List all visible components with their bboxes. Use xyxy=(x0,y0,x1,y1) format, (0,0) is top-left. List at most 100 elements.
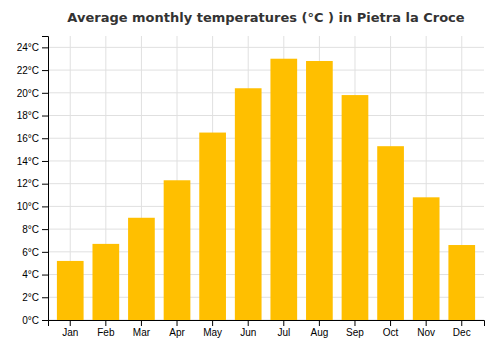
bar xyxy=(270,59,297,320)
tick: 12°C xyxy=(17,178,48,189)
tick-label: 8°C xyxy=(22,224,39,235)
tick: Mar xyxy=(133,320,151,338)
tick: May xyxy=(203,320,222,338)
tick-label: 12°C xyxy=(17,178,39,189)
bar xyxy=(199,133,226,320)
bar xyxy=(235,88,262,320)
tick-mark xyxy=(42,320,48,321)
tick-mark xyxy=(70,320,71,326)
tick-mark xyxy=(354,320,355,326)
tick: 24°C xyxy=(17,42,48,53)
bars xyxy=(57,59,475,320)
tick-mark xyxy=(319,320,320,326)
tick-label: Sep xyxy=(346,327,364,338)
tick-label: Feb xyxy=(97,327,115,338)
tick-label: 24°C xyxy=(17,42,39,53)
plot: 0°C 2°C 4°C 6°C 8°C 10°C 12°C 14°C 16°C 18°C 20°C 2… xyxy=(17,36,485,338)
tick-mark xyxy=(248,320,249,326)
tick-mark xyxy=(390,320,391,326)
tick-mark xyxy=(461,320,462,326)
tick-label: Mar xyxy=(133,327,151,338)
tick: Oct xyxy=(383,320,399,338)
tick-mark xyxy=(42,138,48,139)
tick: 2°C xyxy=(22,292,48,303)
tick-label: 0°C xyxy=(22,315,39,326)
tick-mark xyxy=(42,275,48,276)
grid xyxy=(48,36,484,320)
bar xyxy=(342,95,369,320)
tick: Nov xyxy=(417,320,435,338)
tick-label: 2°C xyxy=(22,292,39,303)
tick-label: 18°C xyxy=(17,110,39,121)
chart: 0°C 2°C 4°C 6°C 8°C 10°C 12°C 14°C 16°C 18°C 20°C 2… xyxy=(0,0,500,350)
bar xyxy=(164,180,191,320)
tick: 20°C xyxy=(17,88,48,99)
tick: 22°C xyxy=(17,65,48,76)
tick-label: Oct xyxy=(383,327,399,338)
tick-label: May xyxy=(203,327,222,338)
tick: 6°C xyxy=(22,247,48,258)
grid-line xyxy=(48,70,484,71)
tick: 16°C xyxy=(17,133,48,144)
grid-line xyxy=(48,138,484,139)
tick-label: 10°C xyxy=(17,201,39,212)
x-axis: Jan Feb Mar Apr May Jun Jul Aug Sep Oct Nov Dec xyxy=(49,320,485,338)
tick: Feb xyxy=(97,320,115,338)
tick-mark xyxy=(42,206,48,207)
tick: 14°C xyxy=(17,156,48,167)
tick: 0°C xyxy=(22,315,48,326)
tick: Jun xyxy=(240,320,256,338)
bar xyxy=(413,197,440,320)
tick-label: 16°C xyxy=(17,133,39,144)
tick: 10°C xyxy=(17,201,48,212)
tick: 8°C xyxy=(22,224,48,235)
bar xyxy=(128,218,155,320)
bar xyxy=(377,146,404,320)
grid-line xyxy=(48,115,484,116)
axis-line xyxy=(49,321,485,327)
bar xyxy=(306,61,333,320)
tick: Apr xyxy=(169,320,185,338)
tick: Sep xyxy=(346,320,364,338)
tick: 18°C xyxy=(17,110,48,121)
bar xyxy=(92,244,119,320)
tick-mark xyxy=(42,252,48,253)
tick-mark xyxy=(42,184,48,185)
tick-mark xyxy=(141,320,142,326)
grid-line xyxy=(48,160,484,161)
grid-line xyxy=(48,92,484,93)
tick-label: 4°C xyxy=(22,269,39,280)
tick-mark xyxy=(283,320,284,326)
tick: Dec xyxy=(453,320,471,338)
tick-mark xyxy=(105,320,106,326)
tick-label: Dec xyxy=(453,327,471,338)
tick: 4°C xyxy=(22,269,48,280)
tick-label: 6°C xyxy=(22,247,39,258)
tick-label: Apr xyxy=(169,327,185,338)
tick-mark xyxy=(42,93,48,94)
tick-mark xyxy=(42,47,48,48)
grid-line xyxy=(48,47,484,48)
tick-label: Jan xyxy=(62,327,78,338)
tick-mark xyxy=(212,320,213,326)
tick: Jan xyxy=(62,320,78,338)
axis-line xyxy=(42,37,49,321)
tick-mark xyxy=(42,161,48,162)
y-axis: 0°C 2°C 4°C 6°C 8°C 10°C 12°C 14°C 16°C 18°C 20°C 2… xyxy=(17,37,49,326)
tick-label: 22°C xyxy=(17,65,39,76)
tick-label: Jul xyxy=(277,327,290,338)
grid-line xyxy=(48,183,484,184)
title: Average monthly temperatures (°C ) in Pi… xyxy=(67,10,465,25)
tick-mark xyxy=(42,297,48,298)
tick-mark xyxy=(42,70,48,71)
tick-mark xyxy=(426,320,427,326)
tick-label: Aug xyxy=(310,327,328,338)
bar xyxy=(448,245,475,320)
tick-label: Jun xyxy=(240,327,256,338)
tick-mark xyxy=(177,320,178,326)
tick: Aug xyxy=(310,320,328,338)
tick-mark xyxy=(42,116,48,117)
tick: Jul xyxy=(277,320,290,338)
tick-mark xyxy=(42,229,48,230)
bar xyxy=(57,261,84,320)
